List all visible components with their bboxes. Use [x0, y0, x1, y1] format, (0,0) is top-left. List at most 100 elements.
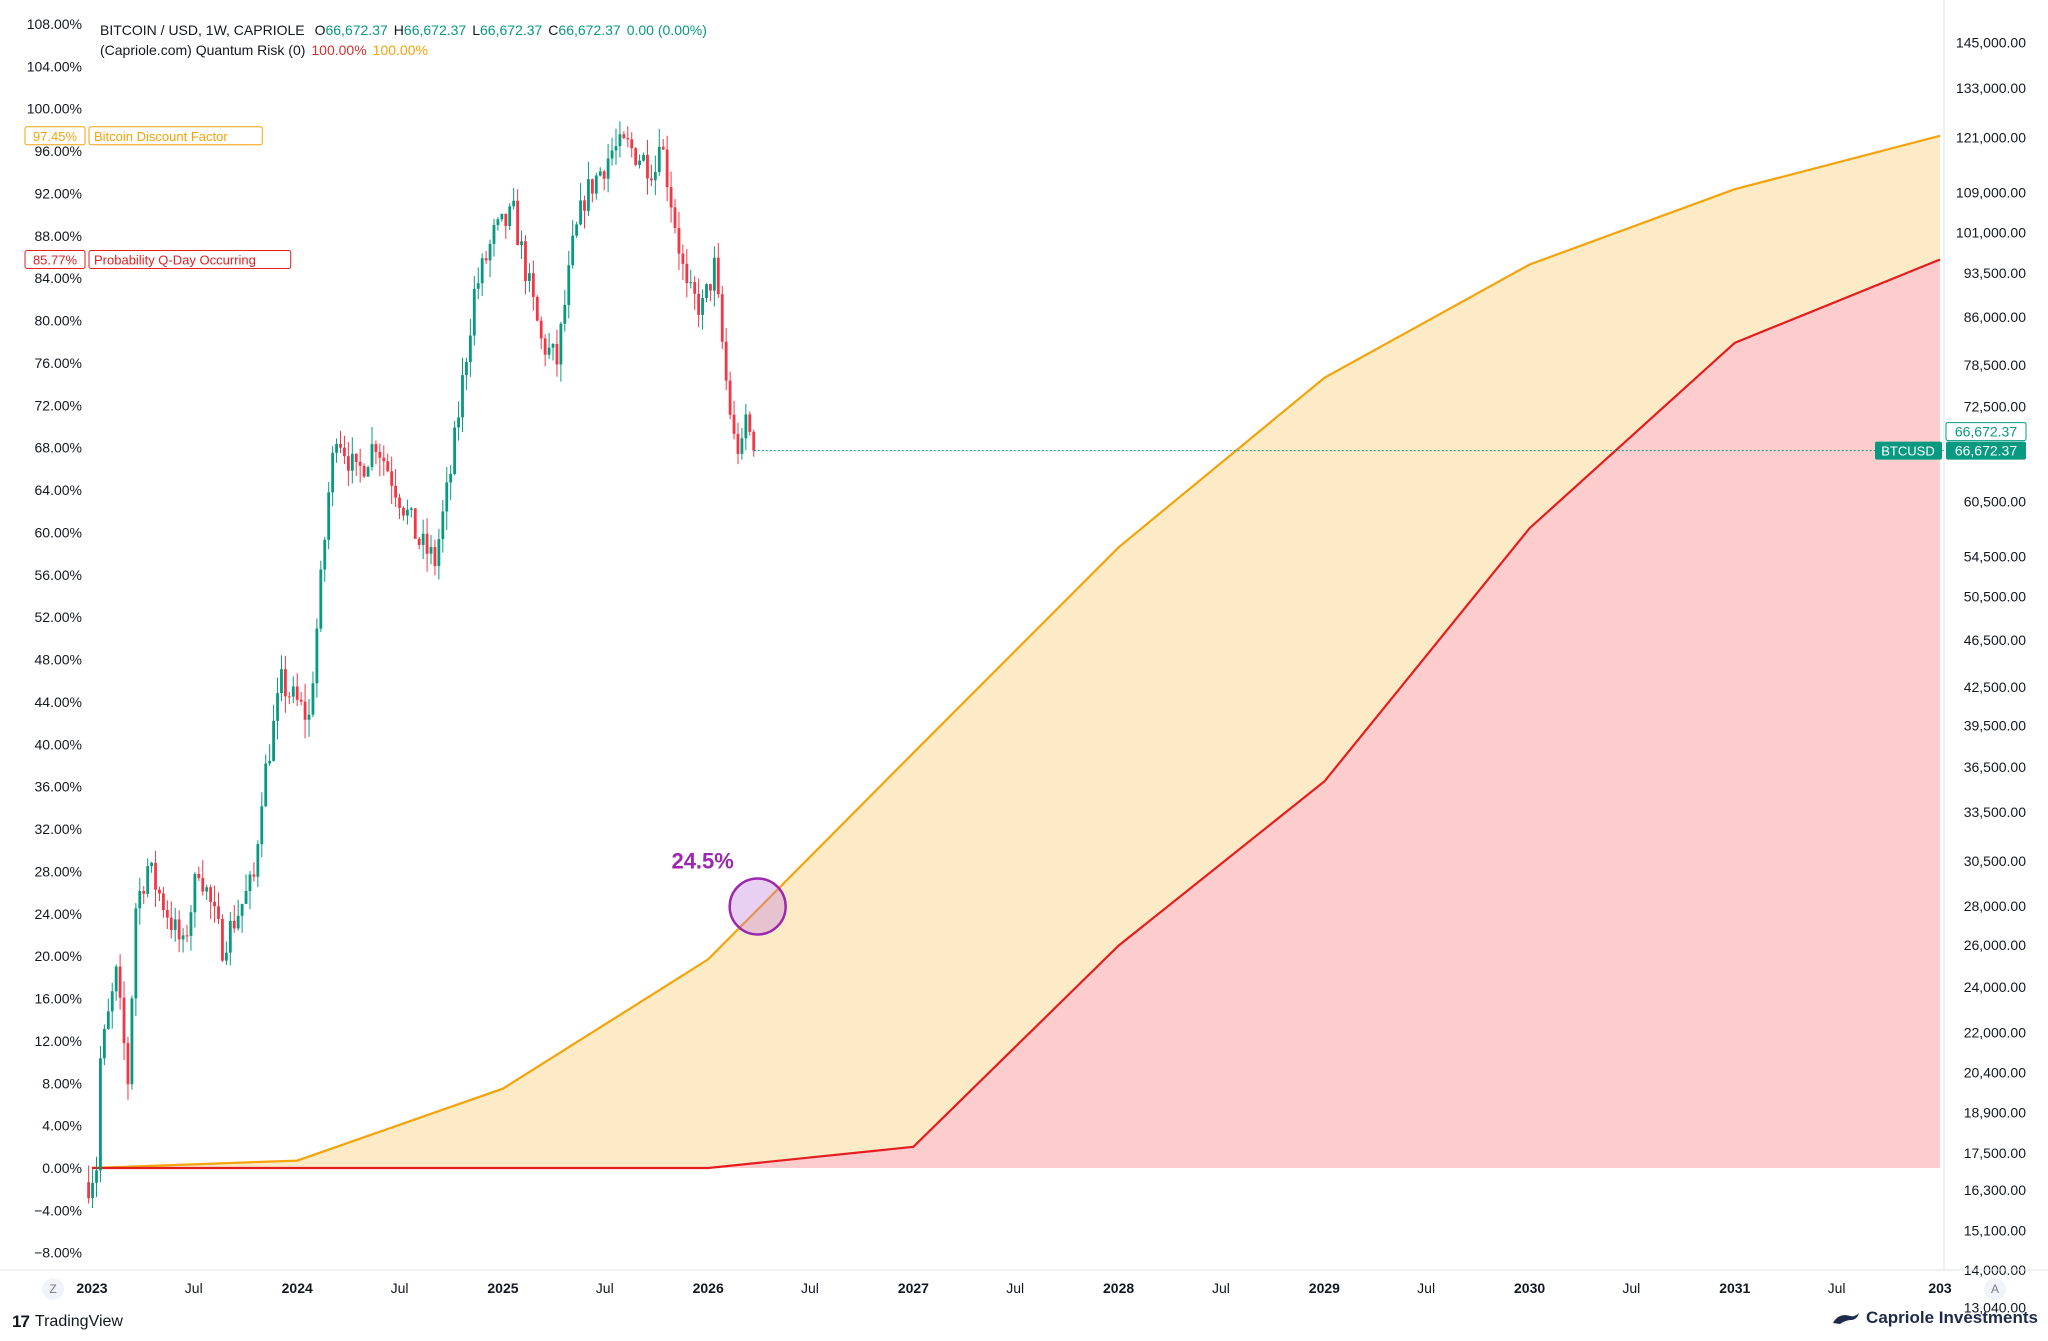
price-candle[interactable]	[441, 499, 445, 553]
price-candle[interactable]	[417, 537, 421, 550]
price-candle[interactable]	[504, 213, 508, 239]
price-candle[interactable]	[315, 618, 319, 698]
price-candle[interactable]	[323, 536, 327, 582]
price-candle[interactable]	[240, 903, 244, 933]
price-candle[interactable]	[295, 673, 299, 706]
price-candle[interactable]	[606, 143, 610, 193]
price-candle[interactable]	[386, 453, 390, 473]
price-candle[interactable]	[169, 901, 173, 939]
price-candle[interactable]	[465, 357, 468, 390]
price-candle[interactable]	[162, 886, 165, 918]
price-candle[interactable]	[406, 499, 409, 525]
price-candle[interactable]	[358, 448, 362, 483]
price-candle[interactable]	[535, 295, 539, 322]
price-candle[interactable]	[716, 242, 720, 299]
price-candle[interactable]	[500, 213, 504, 222]
auto-scale-left-button[interactable]: Z	[42, 1278, 64, 1300]
price-candle[interactable]	[146, 858, 150, 898]
price-candle[interactable]	[370, 427, 374, 471]
price-candle[interactable]	[331, 446, 335, 507]
price-candle[interactable]	[681, 244, 685, 281]
price-candle[interactable]	[618, 121, 622, 158]
price-candle[interactable]	[693, 276, 697, 310]
price-candle[interactable]	[724, 328, 728, 391]
price-candle[interactable]	[221, 914, 224, 963]
price-candle[interactable]	[126, 1036, 130, 1100]
price-candle[interactable]	[476, 267, 480, 300]
price-candle[interactable]	[110, 982, 114, 1029]
price-candle[interactable]	[260, 792, 264, 858]
price-candle[interactable]	[284, 655, 287, 713]
price-candle[interactable]	[579, 183, 582, 226]
price-candle[interactable]	[303, 683, 307, 739]
price-candle[interactable]	[122, 981, 126, 1061]
price-candle[interactable]	[228, 911, 232, 966]
price-candle[interactable]	[472, 275, 476, 346]
price-candle[interactable]	[268, 744, 272, 766]
price-candle[interactable]	[280, 655, 283, 701]
price-candle[interactable]	[118, 954, 122, 1010]
price-candle[interactable]	[287, 692, 291, 705]
price-candle[interactable]	[350, 437, 354, 484]
price-candle[interactable]	[563, 289, 567, 332]
price-candle[interactable]	[559, 321, 563, 382]
price-candle[interactable]	[677, 212, 681, 270]
price-candle[interactable]	[232, 904, 236, 933]
price-candle[interactable]	[461, 357, 464, 433]
price-candle[interactable]	[197, 866, 201, 881]
price-candle[interactable]	[87, 1165, 91, 1204]
price-candle[interactable]	[740, 427, 744, 460]
price-candle[interactable]	[492, 218, 496, 257]
price-candle[interactable]	[91, 1169, 94, 1209]
price-candle[interactable]	[130, 995, 134, 1090]
price-candle[interactable]	[217, 892, 220, 925]
price-candle[interactable]	[158, 886, 161, 901]
price-candle[interactable]	[99, 1045, 102, 1183]
price-candle[interactable]	[571, 220, 575, 269]
price-candle[interactable]	[378, 443, 382, 477]
price-candle[interactable]	[165, 900, 169, 930]
price-candle[interactable]	[291, 676, 295, 704]
indicator-title[interactable]: (Capriole.com) Quantum Risk (0)	[100, 42, 306, 58]
price-candle[interactable]	[252, 862, 256, 882]
price-candle[interactable]	[382, 445, 386, 476]
price-candle[interactable]	[650, 164, 653, 187]
price-candle[interactable]	[142, 886, 146, 905]
price-candle[interactable]	[602, 169, 606, 191]
price-candle[interactable]	[177, 910, 181, 953]
price-candle[interactable]	[626, 126, 630, 148]
price-candle[interactable]	[449, 465, 453, 501]
price-candle[interactable]	[657, 128, 661, 176]
price-candle[interactable]	[638, 154, 641, 169]
price-candle[interactable]	[701, 289, 704, 330]
price-candle[interactable]	[95, 1156, 98, 1197]
price-candle[interactable]	[102, 1024, 106, 1066]
price-candle[interactable]	[154, 850, 157, 907]
price-candle[interactable]	[524, 235, 527, 295]
price-candle[interactable]	[547, 332, 551, 360]
price-candle[interactable]	[134, 902, 138, 1016]
price-candle[interactable]	[224, 941, 228, 965]
price-candle[interactable]	[272, 704, 275, 762]
price-candle[interactable]	[673, 199, 677, 234]
price-candle[interactable]	[425, 518, 429, 572]
price-candle[interactable]	[433, 539, 437, 576]
price-candle[interactable]	[366, 465, 370, 477]
price-candle[interactable]	[744, 403, 748, 451]
price-candle[interactable]	[575, 221, 579, 238]
price-candle[interactable]	[614, 128, 618, 165]
discount-factor-line[interactable]	[91, 134, 1941, 1170]
price-candle[interactable]	[362, 463, 366, 479]
price-candle[interactable]	[413, 508, 417, 539]
price-candle[interactable]	[709, 283, 712, 302]
price-candle[interactable]	[138, 877, 142, 925]
auto-scale-right-button[interactable]: A	[1984, 1278, 2006, 1300]
price-candle[interactable]	[528, 263, 531, 292]
price-candle[interactable]	[276, 677, 279, 740]
price-candle[interactable]	[567, 250, 571, 319]
price-candle[interactable]	[697, 278, 701, 328]
price-candle[interactable]	[421, 519, 425, 560]
price-candle[interactable]	[114, 964, 118, 1001]
price-candle[interactable]	[445, 467, 449, 530]
price-candle[interactable]	[256, 840, 260, 888]
